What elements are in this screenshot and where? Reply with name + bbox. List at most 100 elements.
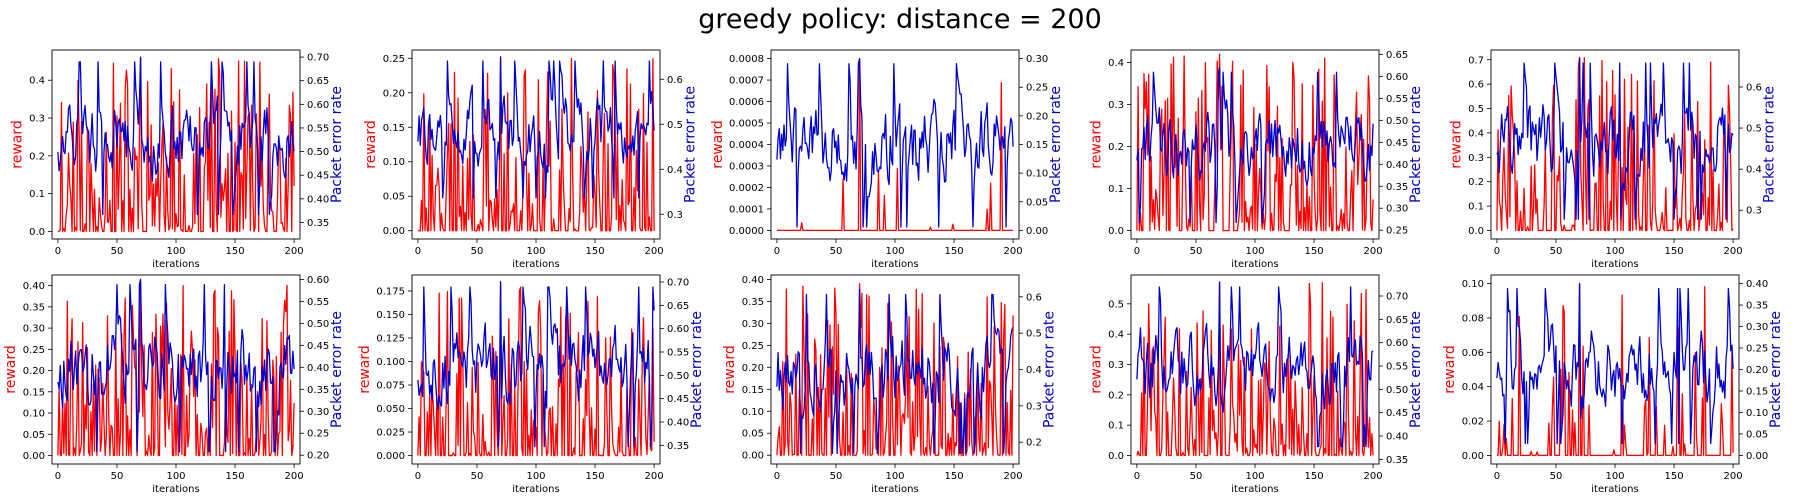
- y-tick-label: 0.4: [1108, 330, 1124, 341]
- y2-tick-label: 0.30: [1386, 204, 1408, 215]
- x-tick-label: 0: [1494, 246, 1500, 257]
- y2-tick-label: 0.70: [1386, 292, 1408, 303]
- subplot-9: 0 50 100 150 200 iterations 0.0 0.1 0.2 0.3 0.4 0.5…: [1088, 274, 1424, 495]
- y-tick-label: 0.2: [1468, 177, 1484, 188]
- y2-tick-label: 0.45: [307, 171, 329, 182]
- x-tick-label: 50: [1550, 471, 1563, 482]
- subplot-8: 0 50 100 150 200 iterations 0.00 0.05 0.10 0.15 0.…: [722, 274, 1058, 495]
- y-axis-label-reward: reward: [3, 345, 19, 394]
- y-axis-label-per: Packet error rate: [1408, 311, 1424, 428]
- y-tick-label: 0.025: [376, 428, 405, 439]
- y-tick-label: 0.0002: [729, 183, 764, 194]
- x-tick-label: 0: [415, 471, 421, 482]
- x-axis-label: iterations: [871, 484, 918, 495]
- y2-tick-label: 0.5: [1746, 124, 1762, 135]
- x-tick-label: 100: [885, 246, 904, 257]
- subplot-1: 0 50 100 150 200 iterations 0.0 0.1 0.2 0.3 0.4 rew…: [9, 49, 345, 270]
- y-axis-label-reward: reward: [1088, 345, 1104, 394]
- y2-tick-label: 0.20: [1746, 365, 1768, 376]
- x-tick-label: 200: [645, 471, 664, 482]
- y2-tick-label: 0.00: [1026, 226, 1048, 237]
- y-tick-label: 0.075: [376, 381, 405, 392]
- x-tick-label: 0: [55, 471, 61, 482]
- x-tick-label: 200: [1724, 471, 1743, 482]
- y-tick-label: 0.35: [742, 297, 764, 308]
- x-tick-label: 50: [830, 246, 843, 257]
- y-tick-label: 0.10: [1462, 279, 1484, 290]
- reward-line: [1496, 56, 1734, 232]
- y2-tick-label: 0.25: [1746, 344, 1768, 355]
- x-tick-label: 150: [226, 246, 245, 257]
- y-axis-label-per: Packet error rate: [329, 311, 345, 428]
- y-tick-label: 0.00: [383, 226, 405, 237]
- subplot-2: 0 50 100 150 200 iterations 0.00 0.05 0.10 0.15 0.…: [363, 49, 699, 270]
- y2-tick-label: 0.40: [307, 194, 329, 205]
- y-tick-label: 0.3: [1108, 100, 1124, 111]
- y2-tick-label: 0.5: [667, 120, 683, 131]
- y2-tick-label: 0.35: [307, 218, 329, 229]
- y-axis-label-reward: reward: [363, 120, 379, 169]
- x-tick-label: 50: [830, 471, 843, 482]
- y-tick-label: 0.1: [1108, 421, 1124, 432]
- y-axis-label-per: Packet error rate: [1408, 86, 1424, 203]
- y-tick-label: 0.0: [1108, 451, 1124, 462]
- x-tick-label: 0: [1134, 246, 1140, 257]
- y-tick-label: 0.20: [383, 88, 405, 99]
- y-tick-label: 0.3: [29, 114, 45, 125]
- reward-line: [1136, 281, 1374, 457]
- y-tick-label: 0.25: [383, 54, 405, 65]
- x-tick-label: 100: [526, 246, 545, 257]
- y2-tick-label: 0.5: [1026, 329, 1042, 340]
- y-tick-label: 0.000: [376, 451, 405, 462]
- per-line: [1496, 282, 1734, 445]
- y2-tick-label: 0.3: [1746, 206, 1762, 217]
- y2-tick-label: 0.00: [1746, 451, 1768, 462]
- x-tick-label: 0: [1134, 471, 1140, 482]
- y2-tick-label: 0.50: [307, 147, 329, 158]
- x-tick-label: 100: [166, 246, 185, 257]
- y-tick-label: 0.0003: [729, 161, 764, 172]
- y-tick-label: 0.35: [23, 302, 45, 313]
- x-tick-label: 100: [1245, 246, 1264, 257]
- subplot-4: 0 50 100 150 200 iterations 0.0 0.1 0.2 0.3 0.4 rew…: [1088, 49, 1424, 270]
- x-tick-label: 0: [415, 246, 421, 257]
- y2-tick-label: 0.55: [1386, 362, 1408, 373]
- y2-tick-label: 0.65: [1386, 315, 1408, 326]
- y2-tick-label: 0.45: [1386, 138, 1408, 149]
- y-axis-label-per: Packet error rate: [1042, 311, 1058, 428]
- y2-tick-label: 0.30: [1026, 54, 1048, 65]
- y2-tick-label: 0.10: [1746, 408, 1768, 419]
- y2-tick-label: 0.15: [1746, 386, 1768, 397]
- y2-tick-label: 0.6: [1746, 82, 1762, 93]
- x-tick-label: 0: [774, 246, 780, 257]
- y-tick-label: 0.40: [742, 275, 764, 286]
- y-tick-label: 0.10: [742, 407, 764, 418]
- y2-tick-label: 0.4: [667, 165, 683, 176]
- y-tick-label: 0.15: [23, 387, 45, 398]
- reward-line: [57, 56, 295, 233]
- y2-tick-label: 0.30: [1746, 322, 1768, 333]
- y-tick-label: 0.05: [742, 429, 764, 440]
- y2-tick-label: 0.70: [307, 53, 329, 64]
- y2-tick-label: 0.05: [1026, 197, 1048, 208]
- y-tick-label: 0.0007: [729, 76, 764, 87]
- y2-tick-label: 0.55: [307, 297, 329, 308]
- y-tick-label: 0.150: [376, 310, 405, 321]
- x-tick-label: 150: [945, 471, 964, 482]
- x-tick-label: 150: [586, 246, 605, 257]
- x-tick-label: 0: [774, 471, 780, 482]
- subplot-5: 0 50 100 150 200 iterations 0.0 0.1 0.2 0.3 0.4 0.5…: [1448, 49, 1778, 270]
- y-tick-label: 0.4: [1108, 58, 1124, 69]
- figure-title: greedy policy: distance = 200: [698, 4, 1102, 35]
- x-tick-label: 200: [1364, 246, 1383, 257]
- x-axis-label: iterations: [871, 259, 918, 270]
- y-tick-label: 0.0: [1468, 226, 1484, 237]
- y-tick-label: 0.25: [742, 341, 764, 352]
- reward-line: [417, 280, 655, 457]
- y-axis-label-reward: reward: [1448, 120, 1464, 169]
- y-tick-label: 0.20: [23, 366, 45, 377]
- x-tick-label: 150: [1305, 246, 1324, 257]
- y2-tick-label: 0.50: [307, 319, 329, 330]
- x-tick-label: 0: [1494, 471, 1500, 482]
- subplot-10: 0 50 100 150 200 iterations 0.00 0.02 0.04 0.06 0.…: [1442, 274, 1784, 495]
